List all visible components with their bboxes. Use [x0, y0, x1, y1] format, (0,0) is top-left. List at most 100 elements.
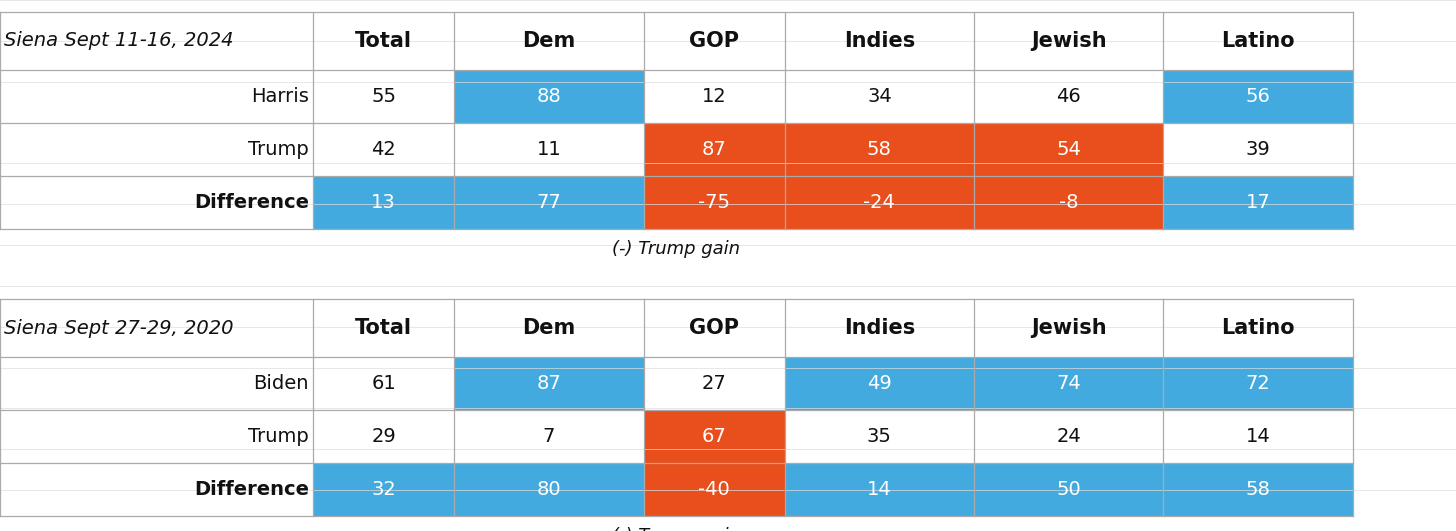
- Text: 11: 11: [537, 140, 561, 159]
- Text: 88: 88: [537, 87, 561, 106]
- Text: Indies: Indies: [844, 31, 914, 51]
- Text: 24: 24: [1057, 427, 1080, 446]
- Bar: [785, 123, 974, 176]
- Bar: [0, 299, 313, 357]
- Text: Latino: Latino: [1222, 31, 1294, 51]
- Bar: [974, 410, 1163, 463]
- Bar: [454, 463, 644, 516]
- Bar: [0, 176, 313, 229]
- Text: 56: 56: [1245, 87, 1271, 106]
- Bar: [974, 176, 1163, 229]
- Bar: [644, 176, 785, 229]
- Text: 49: 49: [868, 374, 891, 393]
- Text: 29: 29: [371, 427, 396, 446]
- Bar: [454, 12, 644, 70]
- Text: Jewish: Jewish: [1031, 31, 1107, 51]
- Text: 67: 67: [702, 427, 727, 446]
- Text: Difference: Difference: [194, 480, 309, 499]
- Text: Trump: Trump: [249, 427, 309, 446]
- Text: 58: 58: [1245, 480, 1271, 499]
- Text: 14: 14: [1246, 427, 1270, 446]
- Bar: [1163, 410, 1353, 463]
- Bar: [644, 463, 785, 516]
- Bar: [454, 357, 644, 410]
- Text: GOP: GOP: [689, 31, 740, 51]
- Bar: [313, 70, 454, 123]
- Text: 72: 72: [1246, 374, 1270, 393]
- Text: Dem: Dem: [523, 31, 575, 51]
- Bar: [974, 123, 1163, 176]
- Text: 12: 12: [702, 87, 727, 106]
- Text: Biden: Biden: [253, 374, 309, 393]
- Text: (-) Trump gain: (-) Trump gain: [613, 527, 740, 531]
- Text: Difference: Difference: [194, 193, 309, 212]
- Text: (-) Trump gain: (-) Trump gain: [613, 240, 740, 258]
- Bar: [785, 357, 974, 410]
- Bar: [454, 123, 644, 176]
- Bar: [0, 357, 313, 410]
- Text: 7: 7: [543, 427, 555, 446]
- Bar: [644, 123, 785, 176]
- Bar: [644, 357, 785, 410]
- Text: Jewish: Jewish: [1031, 318, 1107, 338]
- Bar: [1163, 12, 1353, 70]
- Bar: [644, 70, 785, 123]
- Text: 55: 55: [371, 87, 396, 106]
- Text: -40: -40: [699, 480, 729, 499]
- Bar: [974, 70, 1163, 123]
- Bar: [974, 12, 1163, 70]
- Bar: [974, 299, 1163, 357]
- Bar: [313, 12, 454, 70]
- Text: 27: 27: [702, 374, 727, 393]
- Text: -8: -8: [1059, 193, 1079, 212]
- Bar: [644, 299, 785, 357]
- Bar: [454, 70, 644, 123]
- Bar: [0, 70, 313, 123]
- Bar: [313, 176, 454, 229]
- Text: 13: 13: [371, 193, 396, 212]
- Text: 32: 32: [371, 480, 396, 499]
- Text: 17: 17: [1246, 193, 1270, 212]
- Text: GOP: GOP: [689, 318, 740, 338]
- Text: 14: 14: [868, 480, 891, 499]
- Bar: [785, 299, 974, 357]
- Text: 35: 35: [866, 427, 893, 446]
- Text: Siena Sept 27-29, 2020: Siena Sept 27-29, 2020: [4, 319, 233, 338]
- Text: 42: 42: [371, 140, 396, 159]
- Bar: [454, 176, 644, 229]
- Bar: [454, 299, 644, 357]
- Text: Total: Total: [355, 31, 412, 51]
- Bar: [1163, 463, 1353, 516]
- Text: 74: 74: [1057, 374, 1080, 393]
- Bar: [785, 70, 974, 123]
- Bar: [313, 410, 454, 463]
- Bar: [644, 12, 785, 70]
- Bar: [785, 463, 974, 516]
- Text: -75: -75: [699, 193, 729, 212]
- Bar: [1163, 123, 1353, 176]
- Text: 61: 61: [371, 374, 396, 393]
- Bar: [974, 357, 1163, 410]
- Bar: [974, 463, 1163, 516]
- Text: 87: 87: [702, 140, 727, 159]
- Bar: [0, 123, 313, 176]
- Text: 46: 46: [1057, 87, 1080, 106]
- Text: 87: 87: [537, 374, 561, 393]
- Text: 58: 58: [866, 140, 893, 159]
- Text: 50: 50: [1057, 480, 1080, 499]
- Bar: [1163, 357, 1353, 410]
- Bar: [0, 410, 313, 463]
- Text: Indies: Indies: [844, 318, 914, 338]
- Bar: [454, 410, 644, 463]
- Text: 80: 80: [537, 480, 561, 499]
- Bar: [1163, 70, 1353, 123]
- Bar: [313, 299, 454, 357]
- Text: -24: -24: [863, 193, 895, 212]
- Bar: [313, 463, 454, 516]
- Text: 54: 54: [1056, 140, 1082, 159]
- Bar: [0, 463, 313, 516]
- Bar: [313, 357, 454, 410]
- Bar: [313, 123, 454, 176]
- Text: Trump: Trump: [249, 140, 309, 159]
- Bar: [785, 176, 974, 229]
